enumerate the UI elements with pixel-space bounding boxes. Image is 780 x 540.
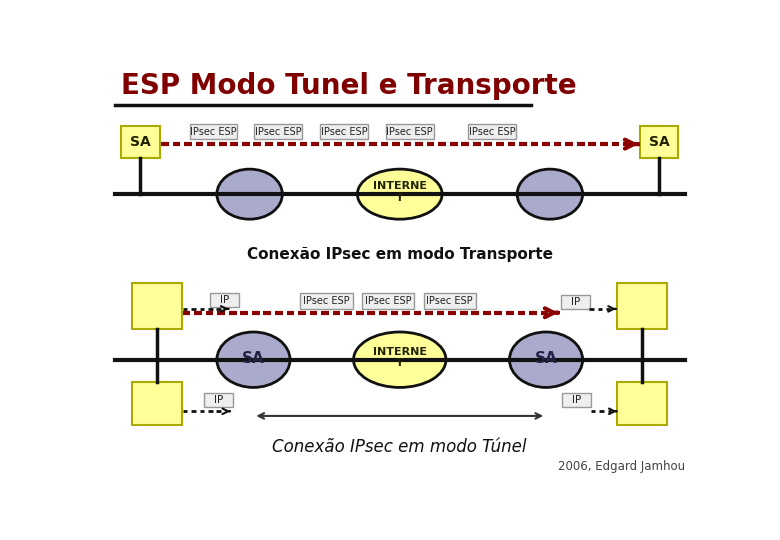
Text: IPsec ESP: IPsec ESP bbox=[365, 296, 412, 306]
FancyBboxPatch shape bbox=[210, 293, 239, 307]
FancyBboxPatch shape bbox=[640, 126, 679, 158]
Text: SA: SA bbox=[649, 135, 669, 149]
FancyBboxPatch shape bbox=[300, 293, 353, 309]
Ellipse shape bbox=[353, 332, 446, 387]
Ellipse shape bbox=[357, 169, 442, 219]
Text: Conexão IPsec em modo Túnel: Conexão IPsec em modo Túnel bbox=[272, 438, 527, 456]
FancyBboxPatch shape bbox=[204, 393, 233, 407]
Text: IPsec ESP: IPsec ESP bbox=[303, 296, 350, 306]
FancyBboxPatch shape bbox=[254, 124, 302, 139]
Text: IP: IP bbox=[215, 395, 223, 405]
Text: IP: IP bbox=[219, 295, 229, 305]
Text: IPsec ESP: IPsec ESP bbox=[255, 127, 301, 137]
FancyBboxPatch shape bbox=[562, 393, 591, 407]
FancyBboxPatch shape bbox=[132, 283, 183, 329]
Text: ESP Modo Tunel e Transporte: ESP Modo Tunel e Transporte bbox=[121, 72, 576, 100]
FancyBboxPatch shape bbox=[362, 293, 414, 309]
Text: IPsec ESP: IPsec ESP bbox=[386, 127, 433, 137]
Text: IP: IP bbox=[571, 297, 580, 307]
FancyBboxPatch shape bbox=[617, 283, 668, 329]
FancyBboxPatch shape bbox=[132, 382, 183, 425]
Ellipse shape bbox=[509, 332, 583, 387]
Text: SA: SA bbox=[242, 350, 265, 366]
Text: 2006, Edgard Jamhou: 2006, Edgard Jamhou bbox=[558, 460, 685, 473]
Text: IPsec ESP: IPsec ESP bbox=[190, 127, 236, 137]
Text: SA: SA bbox=[534, 350, 558, 366]
Ellipse shape bbox=[217, 169, 282, 219]
FancyBboxPatch shape bbox=[468, 124, 516, 139]
FancyBboxPatch shape bbox=[561, 295, 590, 309]
Text: IP: IP bbox=[573, 395, 581, 405]
Text: SA: SA bbox=[130, 135, 151, 149]
FancyBboxPatch shape bbox=[617, 382, 668, 425]
FancyBboxPatch shape bbox=[121, 126, 159, 158]
FancyBboxPatch shape bbox=[321, 124, 368, 139]
Text: INTERNE
T: INTERNE T bbox=[373, 347, 427, 368]
Text: IPsec ESP: IPsec ESP bbox=[469, 127, 516, 137]
Text: INTERNE
T: INTERNE T bbox=[373, 181, 427, 202]
FancyBboxPatch shape bbox=[190, 124, 237, 139]
Text: Conexão IPsec em modo Transporte: Conexão IPsec em modo Transporte bbox=[246, 247, 553, 262]
Text: IPsec ESP: IPsec ESP bbox=[321, 127, 367, 137]
Text: IPsec ESP: IPsec ESP bbox=[427, 296, 473, 306]
FancyBboxPatch shape bbox=[424, 293, 476, 309]
FancyBboxPatch shape bbox=[386, 124, 434, 139]
Ellipse shape bbox=[517, 169, 583, 219]
Ellipse shape bbox=[217, 332, 290, 387]
